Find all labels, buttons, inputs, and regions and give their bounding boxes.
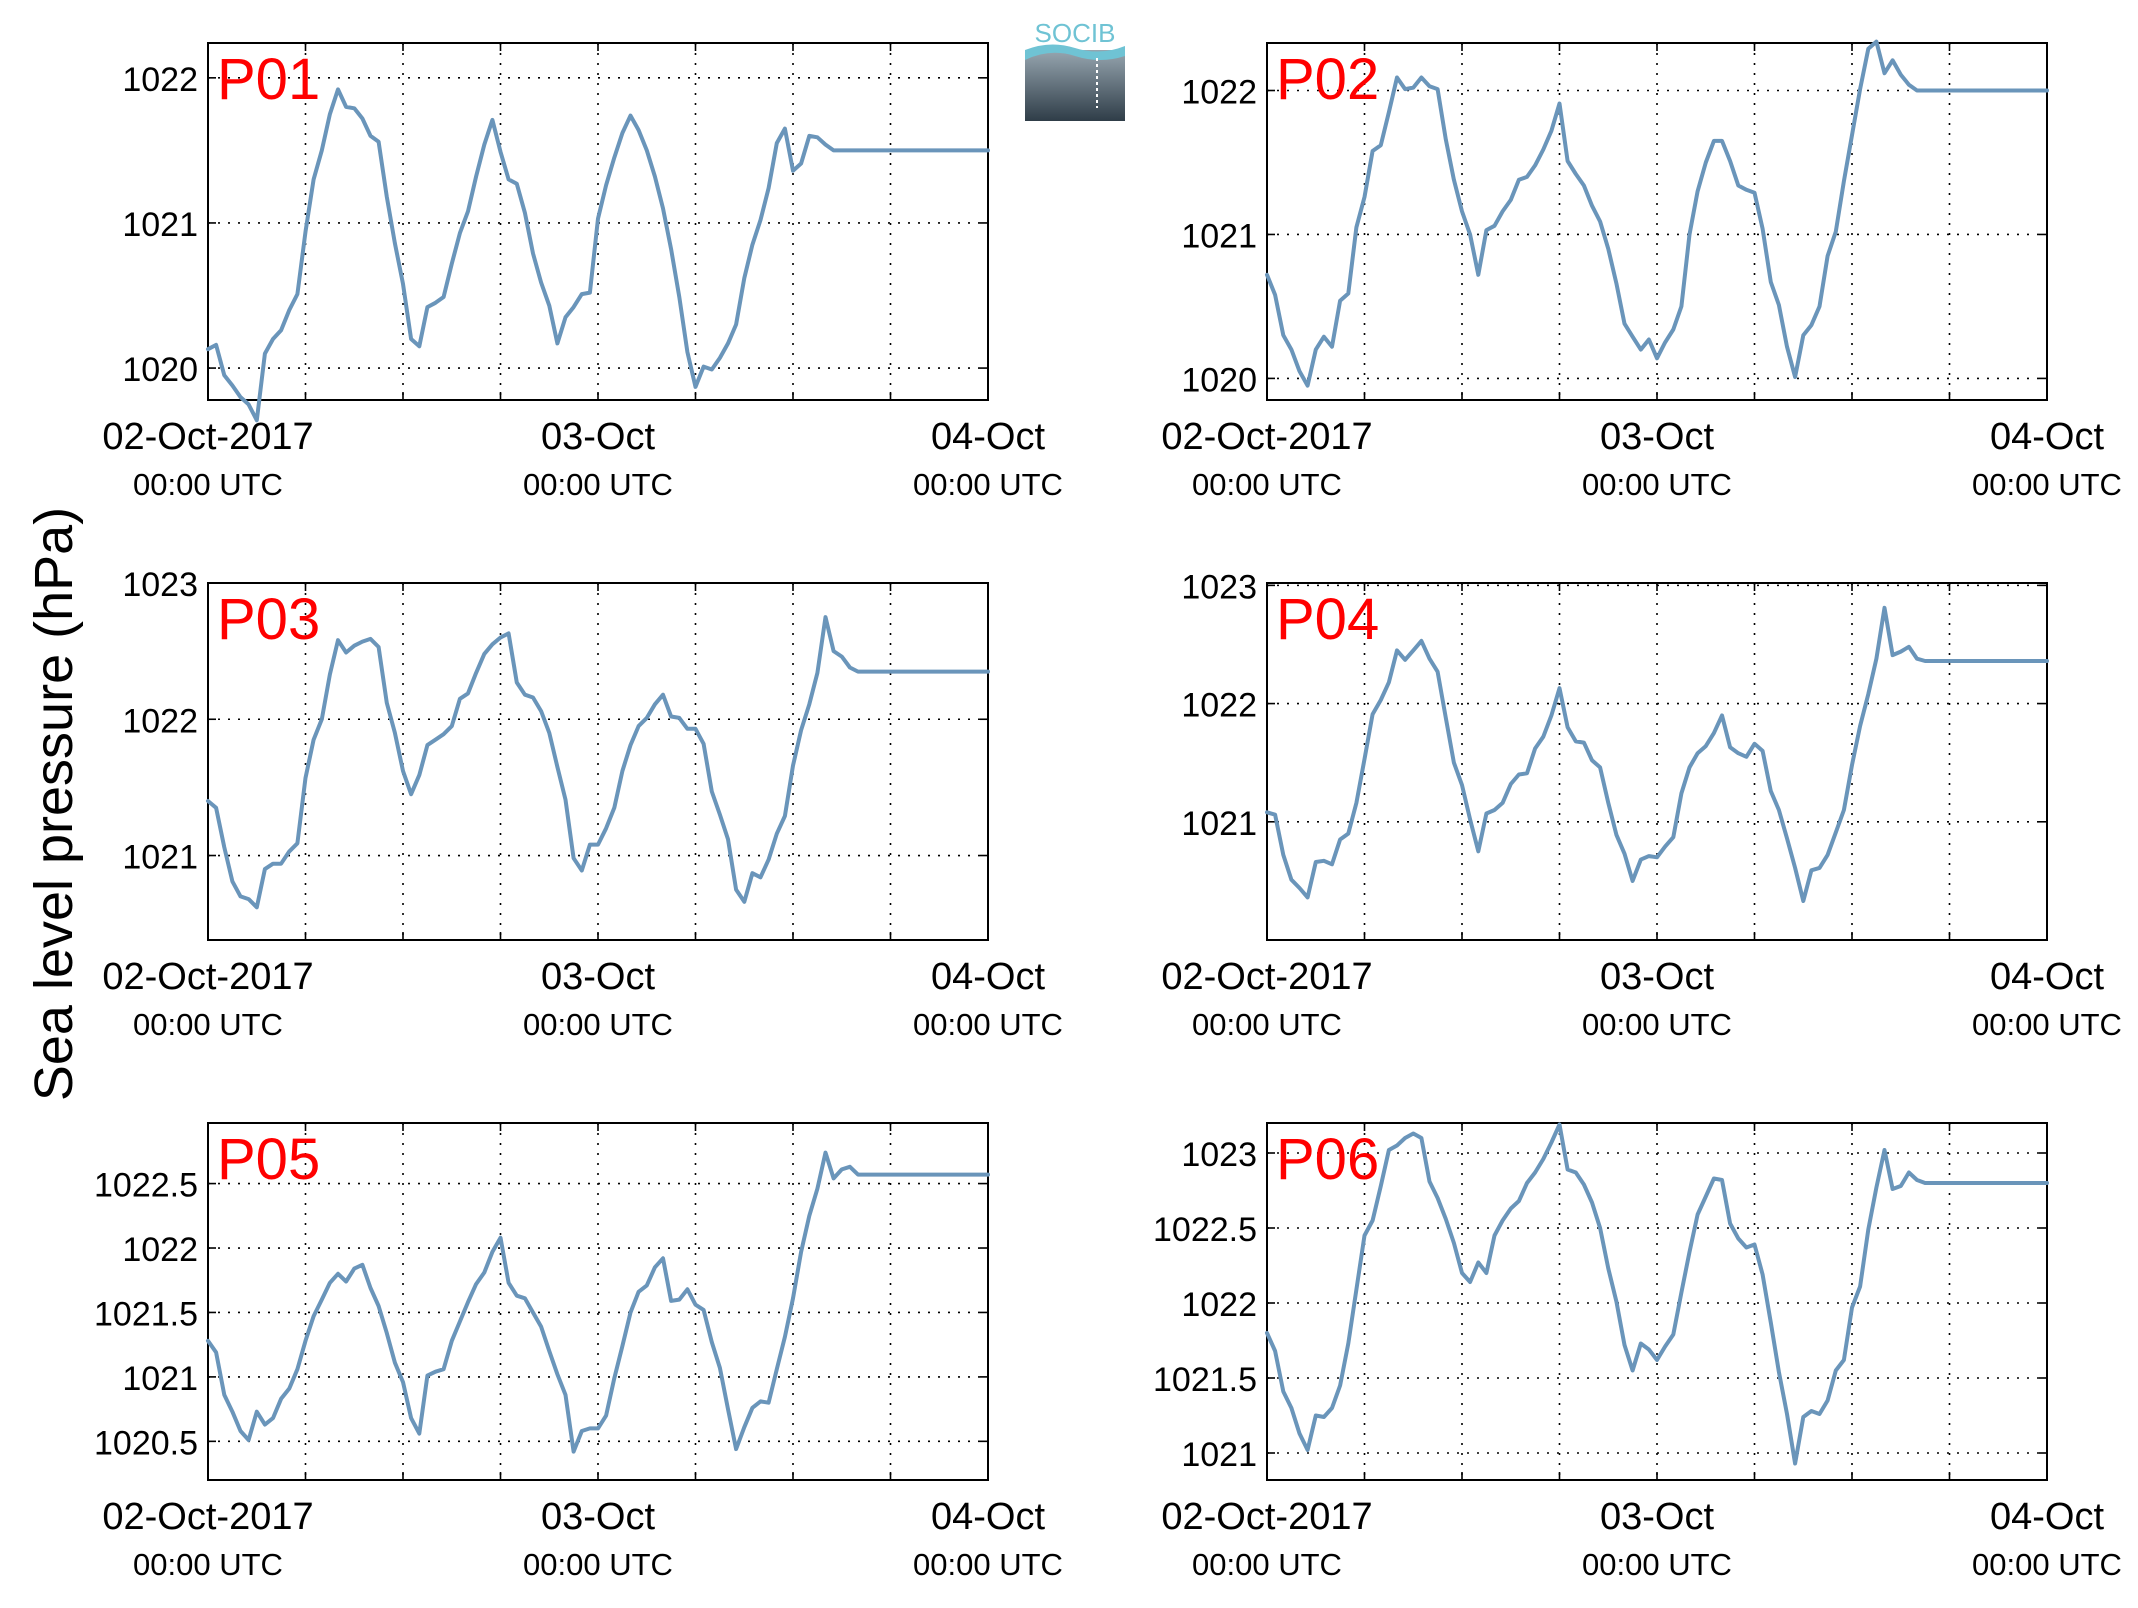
- x-tick-sublabel: 00:00 UTC: [1582, 1007, 1732, 1042]
- y-tick-label: 1022.5: [1153, 1211, 1257, 1249]
- x-tick-sublabel: 00:00 UTC: [913, 1547, 1063, 1582]
- panel-label: P04: [1276, 587, 1379, 652]
- x-tick-sublabel: 00:00 UTC: [1972, 1007, 2122, 1042]
- x-tick-sublabel: 00:00 UTC: [1972, 467, 2122, 502]
- panel-label: P05: [217, 1127, 320, 1192]
- y-tick-label: 1022.5: [94, 1167, 198, 1205]
- x-tick-sublabel: 00:00 UTC: [913, 1007, 1063, 1042]
- panel-label: P02: [1276, 47, 1379, 112]
- x-tick-label: 03-Oct: [1600, 956, 1714, 998]
- x-tick-label: 04-Oct: [931, 956, 1045, 998]
- x-tick-label: 03-Oct: [541, 956, 655, 998]
- y-tick-label: 1023: [1181, 1136, 1257, 1174]
- y-tick-label: 1020.5: [94, 1424, 198, 1462]
- y-axis-label: Sea level pressure (hPa): [24, 507, 84, 1101]
- x-tick-label: 04-Oct: [1990, 416, 2104, 458]
- x-tick-label: 04-Oct: [1990, 956, 2104, 998]
- x-tick-sublabel: 00:00 UTC: [1582, 467, 1732, 502]
- x-tick-label: 04-Oct: [931, 1496, 1045, 1538]
- panel-3: 1021 1022 1023 02-Oct-2017 00:00 UTC 03-Oct 00…: [102, 566, 1063, 1042]
- y-tick-label: 1021: [122, 206, 198, 244]
- panels: 1020 1021 1022 02-Oct-2017 00:00 UTC 03-Oct 00…: [94, 39, 2122, 1582]
- x-tick-label: 03-Oct: [1600, 416, 1714, 458]
- x-tick-label: 02-Oct-2017: [1161, 1496, 1372, 1538]
- x-tick-sublabel: 00:00 UTC: [1192, 467, 1342, 502]
- y-tick-label: 1022: [122, 702, 198, 740]
- y-tick-label: 1021.5: [94, 1295, 198, 1333]
- panel-label: P06: [1276, 1127, 1379, 1192]
- plot-area: [1266, 582, 2048, 941]
- plot-area: [207, 582, 989, 941]
- y-tick-label: 1021: [1181, 217, 1257, 255]
- x-tick-sublabel: 00:00 UTC: [133, 1547, 283, 1582]
- x-tick-sublabel: 00:00 UTC: [133, 467, 283, 502]
- socib-logo: SOCIB: [1025, 18, 1125, 121]
- x-tick-label: 03-Oct: [541, 416, 655, 458]
- x-tick-sublabel: 00:00 UTC: [913, 467, 1063, 502]
- panel-2: 1020 1021 1022 02-Oct-2017 00:00 UTC 03-Oct 00…: [1161, 39, 2122, 502]
- y-tick-label: 1022: [1181, 1286, 1257, 1324]
- y-tick-label: 1022: [122, 1231, 198, 1269]
- y-tick-label: 1021: [122, 839, 198, 877]
- x-tick-label: 03-Oct: [541, 1496, 655, 1538]
- series-line: [1265, 1122, 2049, 1466]
- x-tick-label: 02-Oct-2017: [102, 416, 313, 458]
- x-tick-label: 02-Oct-2017: [1161, 416, 1372, 458]
- y-tick-label: 1021: [1181, 805, 1257, 843]
- x-tick-sublabel: 00:00 UTC: [523, 1547, 673, 1582]
- panel-4: 1021 1022 1023 02-Oct-2017 00:00 UTC 03-Oct 00…: [1161, 568, 2122, 1042]
- panel-5: 1020.5 1021 1021.5 1022 1022.5 02-Oct-2017 00:…: [94, 1122, 1063, 1582]
- y-tick-label: 1020: [1181, 361, 1257, 399]
- x-tick-sublabel: 00:00 UTC: [523, 467, 673, 502]
- y-tick-label: 1021.5: [1153, 1361, 1257, 1399]
- x-tick-label: 02-Oct-2017: [1161, 956, 1372, 998]
- y-tick-label: 1022: [122, 61, 198, 99]
- x-tick-label: 03-Oct: [1600, 1496, 1714, 1538]
- y-tick-label: 1022: [1181, 687, 1257, 725]
- x-tick-label: 04-Oct: [1990, 1496, 2104, 1538]
- y-tick-label: 1023: [122, 566, 198, 604]
- x-tick-sublabel: 00:00 UTC: [1192, 1007, 1342, 1042]
- panel-label: P01: [217, 47, 320, 112]
- socib-logo-icon: SOCIB: [1025, 18, 1125, 121]
- x-tick-label: 02-Oct-2017: [102, 956, 313, 998]
- x-tick-label: 02-Oct-2017: [102, 1496, 313, 1538]
- x-tick-sublabel: 00:00 UTC: [1192, 1547, 1342, 1582]
- x-tick-sublabel: 00:00 UTC: [1972, 1547, 2122, 1582]
- x-tick-sublabel: 00:00 UTC: [1582, 1547, 1732, 1582]
- series-line: [206, 87, 990, 423]
- x-tick-sublabel: 00:00 UTC: [133, 1007, 283, 1042]
- y-tick-label: 1021: [1181, 1436, 1257, 1474]
- y-tick-label: 1020: [122, 351, 198, 389]
- panel-1: 1020 1021 1022 02-Oct-2017 00:00 UTC 03-Oct 00…: [102, 42, 1063, 502]
- series-line: [1265, 39, 2049, 388]
- panel-label: P03: [217, 587, 320, 652]
- socib-logo-text: SOCIB: [1035, 20, 1116, 48]
- y-tick-label: 1023: [1181, 568, 1257, 606]
- y-tick-label: 1022: [1181, 74, 1257, 112]
- plot-area: [1266, 42, 2048, 401]
- series-line: [206, 615, 990, 910]
- series-line: [206, 1150, 990, 1454]
- series-line: [1265, 605, 2049, 903]
- x-tick-sublabel: 00:00 UTC: [523, 1007, 673, 1042]
- x-tick-label: 04-Oct: [931, 416, 1045, 458]
- plot-area: [207, 1122, 989, 1481]
- y-tick-label: 1021: [122, 1360, 198, 1398]
- panel-6: 1021 1021.5 1022 1022.5 1023 02-Oct-2017 00:00…: [1153, 1122, 2122, 1582]
